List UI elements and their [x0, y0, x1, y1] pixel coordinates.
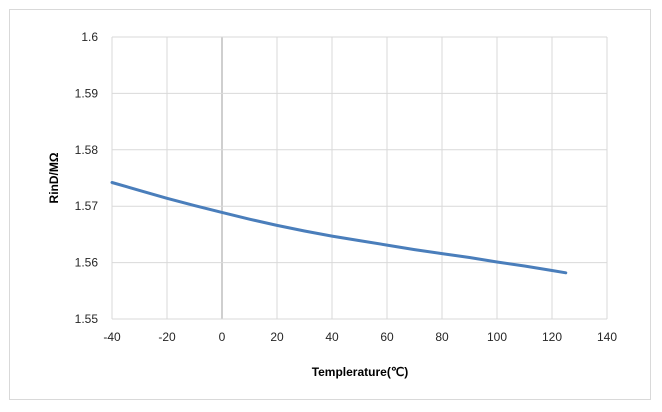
y-axis-title: RinD/MΩ	[47, 152, 61, 203]
x-tick-labels: -40 -20 0 20 40 60 80 100 120 140	[103, 330, 617, 344]
x-tick-label: -20	[158, 330, 176, 344]
y-tick-label: 1.56	[75, 256, 99, 270]
x-axis-title: Templerature(℃)	[312, 365, 409, 379]
y-tick-label: 1.55	[75, 312, 99, 326]
x-tick-label: 140	[597, 330, 617, 344]
series-line-0	[110, 181, 568, 275]
chart-frame	[9, 9, 651, 400]
y-tick-label: 1.6	[81, 30, 98, 44]
y-tick-label: 1.57	[75, 199, 99, 213]
series-layer	[110, 181, 568, 275]
x-tick-label: 40	[325, 330, 339, 344]
x-tick-label: 20	[270, 330, 284, 344]
x-tick-label: 100	[487, 330, 507, 344]
vertical-gridlines	[111, 37, 608, 319]
y-tick-label: 1.58	[75, 143, 99, 157]
y-tick-labels: 1.55 1.56 1.57 1.58 1.59 1.6	[75, 30, 99, 326]
x-tick-label: 80	[435, 330, 449, 344]
horizontal-gridlines	[112, 36, 607, 320]
y-tick-label: 1.59	[75, 86, 99, 100]
x-tick-label: -40	[103, 330, 121, 344]
x-tick-label: 0	[219, 330, 226, 344]
x-tick-label: 60	[380, 330, 394, 344]
x-tick-label: 120	[542, 330, 562, 344]
